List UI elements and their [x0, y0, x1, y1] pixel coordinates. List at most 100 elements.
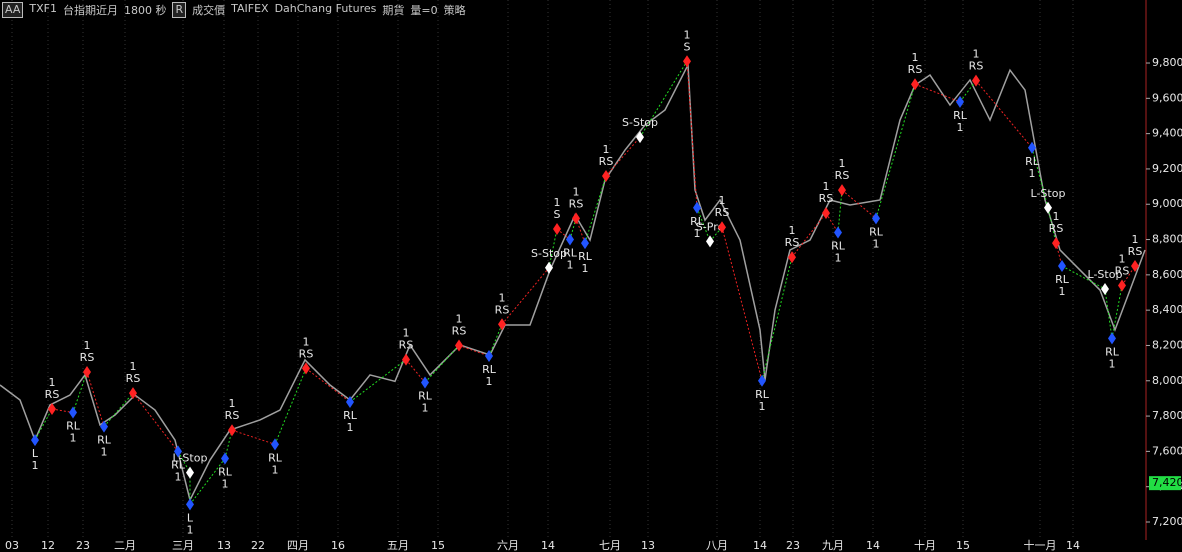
signal-label: RS	[1115, 264, 1130, 277]
signal-label: RL	[1105, 345, 1120, 358]
y-tick-label: 7,200	[1152, 515, 1182, 528]
signal-label: RL	[482, 363, 497, 376]
signal-marker	[972, 74, 980, 87]
trade-line	[274, 368, 307, 445]
signal-marker	[1044, 201, 1052, 214]
signal-label: RS	[785, 236, 800, 249]
x-tick-label: 16	[331, 539, 345, 552]
trade-line	[721, 227, 763, 381]
trade-line	[86, 371, 105, 427]
signal-qty: 1	[759, 400, 766, 413]
x-tick-label: 13	[641, 539, 655, 552]
signal-label: RL	[268, 451, 283, 464]
signal-marker	[1108, 332, 1116, 345]
signal-label: L	[32, 447, 39, 460]
trade-line	[224, 430, 233, 459]
signal-marker	[545, 261, 553, 274]
toolbar: AA TXF1 台指期近月 1800 秒 R 成交價 TAIFEX DahChang Futu…	[2, 2, 466, 18]
toolbar-item: TXF1	[29, 2, 57, 15]
y-tick-label: 9,400	[1152, 127, 1182, 140]
signal-label: RS	[569, 197, 584, 210]
signal-qty: 1	[912, 51, 919, 64]
signal-marker	[553, 222, 561, 235]
signal-qty: 1	[101, 446, 108, 459]
signal-qty: 1	[582, 262, 589, 275]
signal-label: RS	[835, 169, 850, 182]
trade-line	[761, 257, 793, 381]
trade-line	[72, 371, 88, 413]
signal-qty: 1	[839, 157, 846, 170]
signal-label: RL	[578, 250, 593, 263]
toolbar-item: 期貨	[382, 4, 405, 17]
trade-line	[575, 218, 586, 244]
signal-label: RS	[452, 324, 467, 337]
signal-marker	[693, 201, 701, 214]
x-tick-label: 14	[753, 539, 767, 552]
trade-line	[605, 136, 641, 177]
signal-qty: 1	[957, 121, 964, 134]
toolbar-item: 1800 秒	[123, 4, 167, 17]
signal-marker	[718, 221, 726, 234]
signal-label: L-Stop	[1031, 187, 1066, 200]
x-tick-label: 14	[866, 539, 880, 552]
signal-label: RL	[690, 215, 705, 228]
y-tick-label: 9,800	[1152, 56, 1182, 69]
toolbar-item[interactable]: AA	[2, 2, 24, 18]
signal-marker	[911, 78, 919, 91]
signal-label: S-Stop	[531, 247, 567, 260]
trade-line	[791, 212, 827, 258]
signal-label: S-Stop	[622, 116, 658, 129]
signal-label: RL	[869, 225, 884, 238]
signal-label: RL	[218, 465, 233, 478]
signal-qty: 1	[684, 28, 691, 41]
signal-qty: 1	[973, 48, 980, 61]
x-tick-label: 15	[431, 539, 445, 552]
signal-marker	[956, 95, 964, 108]
signal-qty: 1	[130, 360, 137, 373]
signal-marker	[221, 452, 229, 465]
toolbar-item[interactable]: R	[172, 2, 187, 18]
trade-line	[424, 345, 460, 383]
toolbar-item: 成交價	[192, 4, 226, 17]
signal-label: S-Pro	[696, 220, 725, 233]
signal-qty: 1	[222, 477, 229, 490]
x-tick-label: 三月	[172, 539, 194, 552]
toolbar-item: DahChang Futures	[274, 2, 377, 15]
signal-marker	[48, 403, 56, 416]
signal-qty: 1	[456, 312, 463, 325]
signal-label: RL	[97, 434, 112, 447]
last-price-tag	[1149, 476, 1181, 491]
signal-marker	[566, 233, 574, 246]
y-tick-label: 7,600	[1152, 444, 1182, 457]
signal-marker	[228, 424, 236, 437]
trade-line	[189, 458, 226, 505]
signal-marker	[129, 387, 137, 400]
x-tick-label: 五月	[387, 539, 409, 552]
signal-marker	[1118, 279, 1126, 292]
signal-qty: 1	[84, 339, 91, 352]
trade-line	[686, 61, 698, 208]
x-tick-label: 23	[76, 539, 90, 552]
x-tick-label: 八月	[706, 539, 728, 552]
signal-qty: 1	[1109, 357, 1116, 370]
signal-label: RL	[343, 409, 358, 422]
signal-qty: 1	[70, 432, 77, 445]
trade-line	[103, 392, 134, 427]
signal-label: S	[554, 208, 561, 221]
signal-marker	[834, 226, 842, 239]
signal-marker	[302, 362, 310, 375]
signal-qty: 1	[499, 291, 506, 304]
trade-line	[1104, 288, 1113, 339]
signal-qty: 1	[719, 194, 726, 207]
signal-marker	[683, 55, 691, 68]
trade-line	[1111, 285, 1123, 339]
signal-marker	[572, 212, 580, 225]
trade-line	[488, 324, 503, 357]
signal-label: RL	[66, 420, 81, 433]
signal-qty: 1	[1029, 167, 1036, 180]
y-tick-label: 8,200	[1152, 338, 1182, 351]
signal-label: RS	[969, 60, 984, 73]
signal-qty: 1	[1132, 233, 1139, 246]
x-tick-label: 03	[5, 539, 19, 552]
